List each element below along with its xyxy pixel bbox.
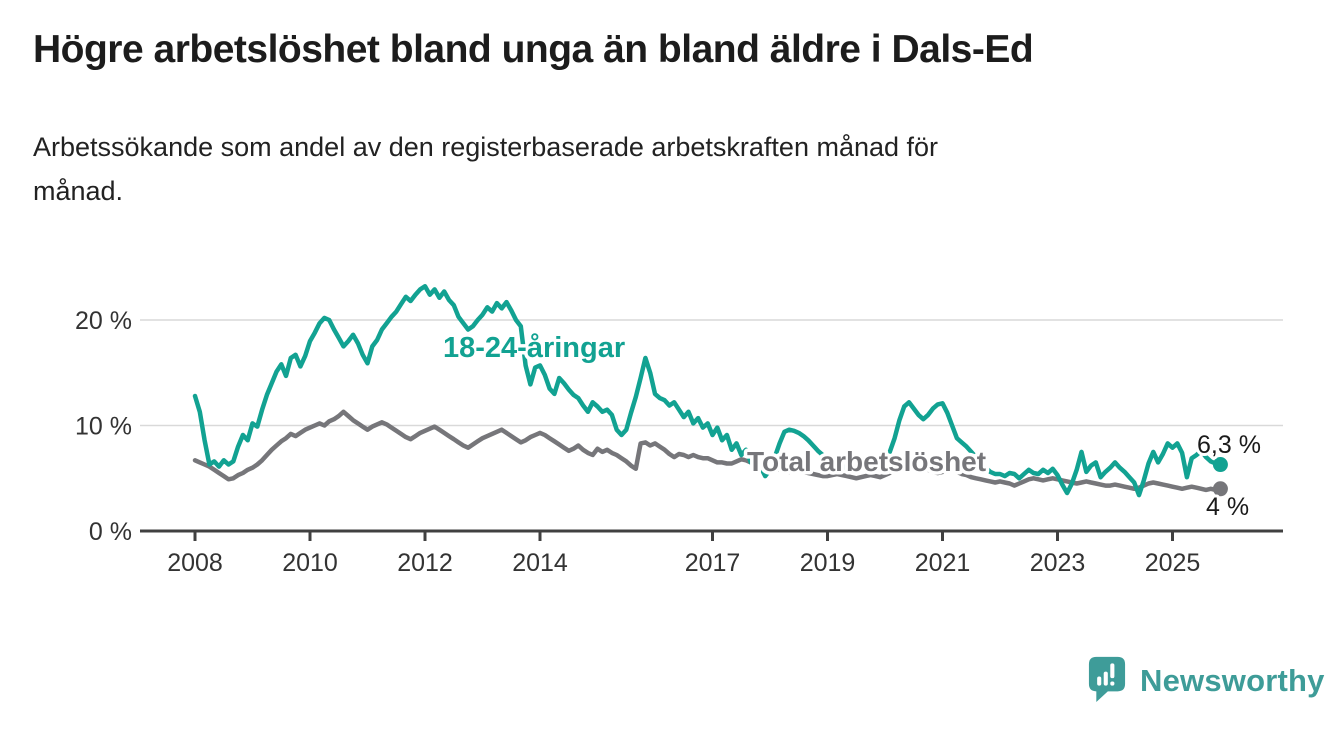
x-tick-label: 2021 <box>915 549 971 577</box>
x-tick-label: 2014 <box>512 549 568 577</box>
end-value-label-young: 6,3 % <box>1197 431 1261 459</box>
x-tick-label: 2017 <box>685 549 741 577</box>
end-dot-total <box>1212 481 1228 497</box>
x-tick-label: 2023 <box>1030 549 1086 577</box>
newsworthy-brand: Newsworthy <box>1088 656 1325 702</box>
end-value-label-total: 4 % <box>1206 493 1249 521</box>
y-tick-label: 20 % <box>75 307 132 335</box>
series-line-total <box>192 409 1223 493</box>
series-label-young: 18-24-åringar <box>443 332 625 364</box>
end-dot-young <box>1212 457 1228 473</box>
page-title: Högre arbetslöshet bland unga än bland ä… <box>33 28 1034 71</box>
chart-subtitle-line2: månad. <box>33 175 124 206</box>
chart-subtitle: Arbetssökande som andel av den registerb… <box>33 126 938 213</box>
brand-name: Newsworthy <box>1140 663 1325 698</box>
series-line-young <box>192 283 1223 498</box>
series-label-total: Total arbetslöshet <box>747 446 986 477</box>
x-tick-label: 2010 <box>282 549 338 577</box>
chart-subtitle-line1: Arbetssökande som andel av den registerb… <box>33 132 939 162</box>
x-tick-label: 2025 <box>1145 549 1201 577</box>
x-tick-label: 2012 <box>397 549 453 577</box>
newsworthy-logo-icon <box>1088 656 1126 702</box>
x-tick-label: 2008 <box>167 549 223 577</box>
y-tick-label: 10 % <box>75 413 132 441</box>
y-tick-label: 0 % <box>89 518 132 546</box>
x-tick-label: 2019 <box>800 549 856 577</box>
